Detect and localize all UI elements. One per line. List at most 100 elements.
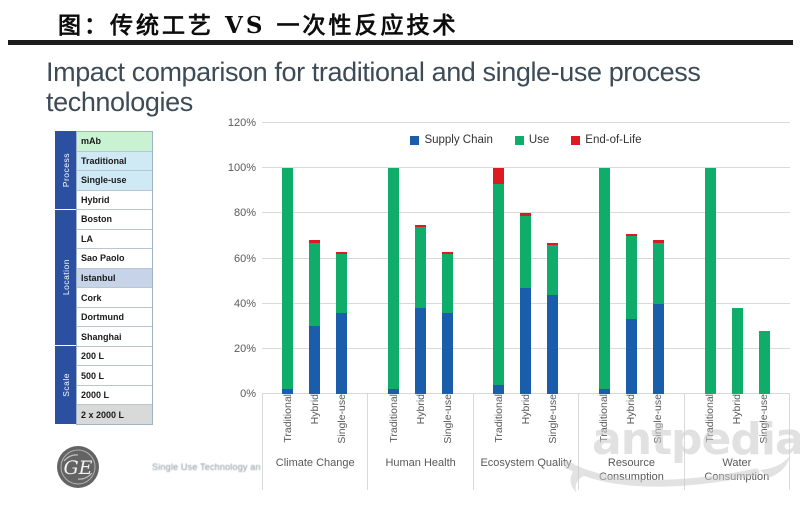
table-row-2000-l: 2000 L: [77, 385, 152, 406]
parameter-table-rows: mAb Traditional Single-use Hybrid Boston LA Sa…: [76, 131, 153, 425]
bar-segment-end-of-life: [414, 224, 426, 227]
stacked-bar-traditional: [493, 168, 505, 394]
table-row-500-l: 500 L: [77, 366, 152, 386]
bar-segment-supply-chain: [653, 303, 665, 394]
bar-group-resource-consumption: [579, 123, 685, 394]
bar-segment-end-of-life: [653, 240, 665, 243]
table-row-mab: mAb: [77, 132, 152, 152]
table-row-boston: Boston: [77, 210, 152, 230]
bar-segment-use: [387, 168, 399, 390]
footer: GE Single Use Technology an: [56, 445, 261, 489]
bar-segment-supply-chain: [626, 319, 638, 394]
stacked-bar-single-use: [758, 330, 770, 394]
stacked-bar-single-use: [441, 251, 453, 394]
bar-label-traditional: Traditional: [696, 394, 723, 454]
bar-segment-supply-chain: [599, 389, 611, 394]
y-tick-label: 40%: [233, 297, 256, 310]
bar-segment-use: [282, 168, 294, 390]
bar-label-traditional: Traditional: [275, 394, 302, 454]
ge-logo-icon: GE: [57, 446, 99, 488]
bar-groups: [262, 123, 790, 394]
bar-label-text: Traditional: [493, 394, 506, 443]
bar-label-hybrid: Hybrid: [302, 394, 329, 454]
x-group-water-consumption: Traditional Hybrid Single-use Water Consump…: [685, 394, 791, 490]
bar-label-single-use: Single-use: [329, 394, 356, 454]
table-row-200-l: 200 L: [77, 346, 152, 367]
bar-group-water-consumption: [684, 123, 790, 394]
bar-label-text: Hybrid: [730, 394, 743, 425]
bar-segment-supply-chain: [493, 384, 505, 394]
x-group-ecosystem-quality: Traditional Hybrid Single-use Ecosystem Qua…: [474, 394, 580, 490]
stacked-bar-single-use: [653, 240, 665, 394]
legend-label: End-of-Life: [585, 134, 642, 146]
bar-segment-supply-chain: [520, 287, 532, 394]
bar-label-text: Single-use: [336, 394, 349, 444]
table-row-dortmund: Dortmund: [77, 307, 152, 328]
y-tick-label: 80%: [233, 207, 256, 220]
x-group-resource-consumption: Traditional Hybrid Single-use Resource Cons…: [579, 394, 685, 490]
page-title: 图：传统工艺 VS 一次性反应技术: [58, 12, 459, 39]
bar-labels: Traditional Hybrid Single-use: [275, 394, 356, 454]
bar-labels: Traditional Hybrid Single-use: [591, 394, 672, 454]
table-row-sao-paolo: Sao Paolo: [77, 249, 152, 269]
bar-segment-use: [653, 242, 665, 304]
category-label: Resource Consumption: [599, 457, 664, 483]
parameter-table-sections: Process Location Scale: [55, 131, 76, 425]
legend-label: Use: [528, 134, 550, 146]
x-group-human-health: Traditional Hybrid Single-use Human Health: [368, 394, 474, 490]
bar-segment-end-of-life: [520, 213, 532, 216]
table-row-la: LA: [77, 229, 152, 250]
bar-segment-end-of-life: [547, 242, 559, 245]
gridline-80%: [262, 212, 790, 214]
svg-text:GE: GE: [63, 457, 92, 479]
parameter-table: Process Location Scale mAb Traditional Singl…: [55, 131, 153, 425]
bar-label-text: Hybrid: [414, 394, 427, 425]
section-label-text: Process: [60, 152, 71, 187]
table-row-traditional: Traditional: [77, 151, 152, 172]
legend-swatch-icon: [410, 135, 420, 145]
chart-legend: Supply Chain Use End-of-Life: [262, 134, 790, 146]
bar-label-single-use: Single-use: [434, 394, 461, 454]
title-divider: [8, 40, 793, 45]
y-tick-label: 20%: [233, 342, 256, 355]
table-row-hybrid: Hybrid: [77, 190, 152, 211]
footer-caption: Single Use Technology an: [152, 462, 261, 472]
stacked-bar-hybrid: [309, 240, 321, 394]
stacked-bar-single-use: [547, 242, 559, 394]
bar-label-text: Hybrid: [309, 394, 322, 425]
legend-swatch-icon: [514, 135, 524, 145]
table-row-cork: Cork: [77, 288, 152, 308]
bar-labels: Traditional Hybrid Single-use: [380, 394, 461, 454]
y-tick-label: 60%: [233, 252, 256, 265]
bar-segment-end-of-life: [309, 240, 321, 243]
bar-label-hybrid: Hybrid: [513, 394, 540, 454]
legend-item-supply-chain: Supply Chain: [410, 134, 493, 146]
stacked-bar-traditional: [387, 168, 399, 394]
bar-label-text: Single-use: [441, 394, 454, 444]
bar-segment-use: [309, 242, 321, 327]
legend-swatch-icon: [571, 135, 581, 145]
gridline-100%: [262, 167, 790, 169]
legend-item-end-of-life: End-of-Life: [571, 134, 642, 146]
bar-labels: Traditional Hybrid Single-use: [486, 394, 567, 454]
bar-segment-use: [414, 226, 426, 309]
bar-segment-use: [520, 215, 532, 288]
bar-label-text: Traditional: [703, 394, 716, 443]
bar-group-human-health: [368, 123, 474, 394]
bar-label-text: Single-use: [757, 394, 770, 444]
y-tick-label: 100%: [227, 162, 256, 175]
bar-label-text: Traditional: [387, 394, 400, 443]
bar-segment-use: [336, 254, 348, 313]
bar-segment-supply-chain: [282, 389, 294, 394]
bar-segment-use: [493, 183, 505, 385]
bar-segment-use: [599, 168, 611, 390]
legend-label: Supply Chain: [424, 134, 493, 146]
bar-label-traditional: Traditional: [380, 394, 407, 454]
stacked-bar-single-use: [336, 251, 348, 394]
bar-group-ecosystem-quality: [473, 123, 579, 394]
bar-segment-use: [731, 308, 743, 394]
bar-segment-end-of-life: [626, 233, 638, 236]
bar-label-text: Hybrid: [520, 394, 533, 425]
stacked-bar-traditional: [704, 168, 716, 394]
bar-group-climate-change: [262, 123, 368, 394]
